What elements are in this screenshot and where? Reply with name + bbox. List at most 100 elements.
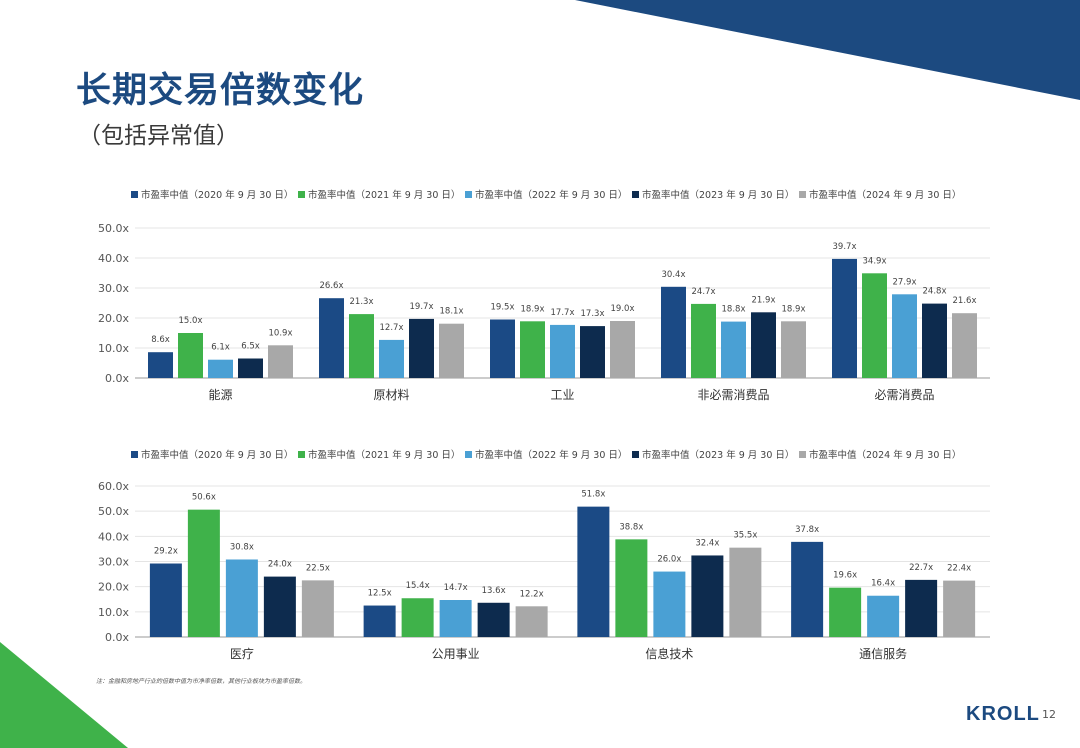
category-label: 工业 — [550, 388, 574, 402]
category-label: 信息技术 — [645, 646, 693, 661]
bar — [178, 333, 203, 378]
category-label: 原材料 — [373, 388, 409, 402]
bar — [379, 339, 404, 378]
bar — [952, 313, 977, 378]
bar — [653, 571, 686, 637]
data-label: 39.7x — [833, 242, 857, 252]
data-label: 10.9x — [269, 328, 293, 338]
bar — [729, 547, 762, 637]
page-title: 长期交易倍数变化 — [76, 71, 365, 111]
y-tick-label: 40.0x — [98, 530, 129, 543]
y-tick-label: 10.0x — [98, 342, 129, 355]
bar — [829, 587, 862, 637]
y-tick-label: 30.0x — [98, 282, 129, 295]
bar — [580, 326, 605, 378]
data-label: 17.3x — [581, 309, 605, 319]
category-label: 非必需消费品 — [697, 388, 769, 402]
bar — [892, 294, 917, 378]
data-label: 17.7x — [551, 308, 575, 318]
y-tick-label: 50.0x — [98, 505, 129, 518]
data-label: 21.9x — [752, 295, 776, 305]
bar — [691, 303, 716, 378]
data-label: 19.5x — [491, 303, 515, 313]
data-label: 30.4x — [662, 270, 686, 280]
bar — [520, 321, 545, 378]
bar — [349, 314, 374, 378]
data-label: 35.5x — [733, 531, 757, 541]
legend-swatch — [799, 451, 806, 458]
category-label: 必需消费品 — [874, 388, 934, 402]
bar — [867, 595, 900, 637]
bar — [208, 359, 233, 378]
bar — [148, 352, 173, 378]
legend-label: 市盈率中值（2023 年 9 月 30 日） — [642, 449, 794, 461]
bar — [225, 559, 258, 637]
data-label: 30.8x — [230, 542, 254, 552]
legend-swatch — [799, 191, 806, 198]
bar — [905, 579, 938, 637]
y-tick-label: 0.0x — [105, 372, 129, 385]
kroll-logo: KROLL — [966, 703, 1040, 725]
data-label: 24.8x — [923, 287, 947, 297]
category-label: 通信服务 — [859, 646, 907, 661]
legend-label: 市盈率中值（2020 年 9 月 30 日） — [141, 449, 293, 461]
data-label: 29.2x — [154, 547, 178, 557]
data-label: 22.4x — [947, 564, 971, 574]
legend-swatch — [465, 451, 472, 458]
legend-label: 市盈率中值（2022 年 9 月 30 日） — [475, 189, 627, 201]
legend-label: 市盈率中值（2023 年 9 月 30 日） — [642, 189, 794, 201]
data-label: 6.5x — [241, 342, 260, 352]
data-label: 21.6x — [953, 296, 977, 306]
bar — [238, 358, 263, 378]
y-tick-label: 40.0x — [98, 252, 129, 265]
data-label: 21.3x — [350, 297, 374, 307]
bar — [550, 324, 575, 378]
legend-swatch — [298, 451, 305, 458]
chart-sectors-bottom: 市盈率中值（2020 年 9 月 30 日） 市盈率中值（2021 年 9 月 3… — [98, 449, 990, 661]
data-label: 51.8x — [581, 490, 605, 500]
y-tick-label: 20.0x — [98, 581, 129, 594]
data-label: 15.4x — [406, 581, 430, 591]
data-label: 24.0x — [268, 560, 292, 570]
data-label: 16.4x — [871, 579, 895, 589]
data-label: 19.7x — [410, 302, 434, 312]
data-label: 18.9x — [521, 304, 545, 314]
category-label: 医疗 — [230, 647, 254, 661]
bar — [862, 273, 887, 378]
y-tick-label: 50.0x — [98, 222, 129, 235]
bar — [832, 258, 857, 378]
data-label: 22.5x — [306, 563, 330, 573]
bar — [515, 606, 548, 637]
data-label: 12.5x — [368, 589, 392, 599]
legend-label: 市盈率中值（2021 年 9 月 30 日） — [308, 189, 460, 201]
legend-swatch — [298, 191, 305, 198]
page-subtitle: （包括异常值） — [78, 123, 239, 149]
bar — [477, 602, 510, 637]
bar — [439, 600, 472, 637]
data-label: 12.7x — [380, 323, 404, 333]
bar — [615, 539, 648, 637]
data-label: 14.7x — [444, 583, 468, 593]
y-tick-label: 60.0x — [98, 480, 129, 493]
bar — [409, 318, 434, 378]
bar — [490, 319, 515, 378]
data-label: 12.2x — [520, 589, 544, 599]
category-label: 公用事业 — [432, 647, 480, 661]
data-label: 37.8x — [795, 525, 819, 535]
bar — [943, 580, 976, 637]
data-label: 18.9x — [782, 304, 806, 314]
legend-label: 市盈率中值（2021 年 9 月 30 日） — [308, 449, 460, 461]
bar — [691, 555, 724, 637]
data-label: 13.6x — [482, 586, 506, 596]
bar — [922, 303, 947, 378]
legend-label: 市盈率中值（2022 年 9 月 30 日） — [475, 449, 627, 461]
legend-label: 市盈率中值（2020 年 9 月 30 日） — [141, 189, 293, 201]
chart-sectors-top: 市盈率中值（2020 年 9 月 30 日） 市盈率中值（2021 年 9 月 3… — [98, 189, 990, 402]
data-label: 50.6x — [192, 493, 216, 503]
y-tick-label: 10.0x — [98, 606, 129, 619]
legend-swatch — [465, 191, 472, 198]
data-label: 18.8x — [722, 305, 746, 315]
top-right-blue-band — [575, 0, 1080, 100]
bar — [577, 506, 610, 637]
